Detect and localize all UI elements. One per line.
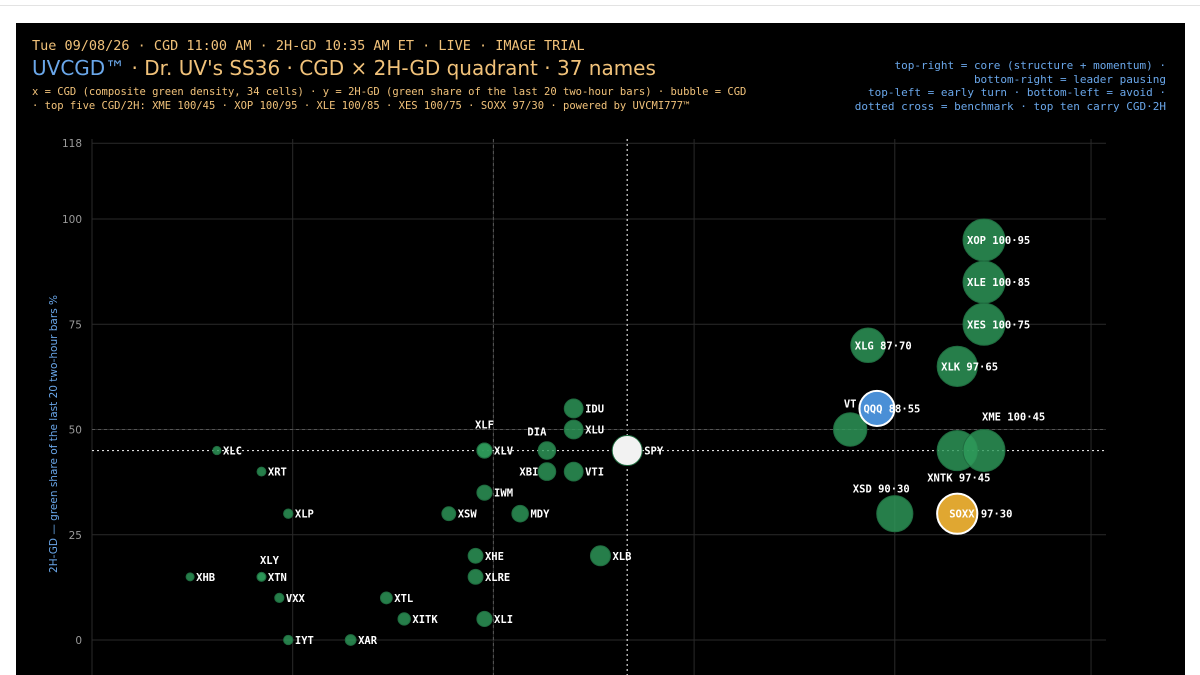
point-label: XRT: [268, 467, 287, 479]
data-point: [589, 545, 611, 567]
point-label: XME 100·45: [982, 412, 1045, 424]
data-point: [344, 634, 357, 646]
point-label: XLF: [475, 420, 494, 432]
point-label: SOXX 97·30: [949, 509, 1012, 521]
point-label: IDU: [585, 403, 604, 415]
data-point: [274, 592, 285, 603]
y-tick-label: 75: [69, 319, 82, 331]
top-divider: [0, 5, 1200, 6]
legend-line-4: dotted cross = benchmark · top ten carry…: [854, 100, 1166, 113]
data-point: [833, 412, 868, 447]
point-label: XBI: [519, 467, 538, 479]
point-label: VXX: [286, 593, 306, 605]
point-label: XLG 87·70: [855, 340, 912, 352]
brand-name: UVCGD™: [32, 56, 126, 80]
point-label: IYT: [295, 635, 314, 647]
y-axis-ticks: 0 25 50 75 100 118: [62, 138, 82, 647]
data-point: [962, 302, 1006, 346]
y-tick-label: 50: [69, 425, 82, 437]
data-point: [611, 435, 643, 467]
point-label: XLU: [585, 425, 604, 437]
data-point: [850, 327, 886, 364]
point-label: SPY: [644, 446, 664, 458]
data-point: [962, 429, 1006, 473]
point-label: XHE: [485, 551, 504, 563]
point-label: XHB: [196, 572, 215, 584]
point-label: XAR: [358, 635, 378, 647]
data-point: [283, 508, 294, 519]
point-label: XOP 100·95: [967, 235, 1030, 247]
data-point: [379, 591, 393, 605]
y-tick-label: 25: [69, 530, 82, 542]
chart-panel: Tue 09/08/26 · CGD 11:00 AM · 2H-GD 10:3…: [16, 23, 1185, 675]
y-tick-label: 100: [62, 214, 82, 226]
data-point: [256, 571, 267, 582]
data-point: [563, 461, 584, 482]
data-point: [858, 389, 896, 427]
data-point: [563, 419, 584, 440]
data-point: [537, 441, 557, 460]
scatter-chart: 0 25 50 75 100 118 XHB XLC XRT XLY XTN VXX XLP IYT XA…: [62, 138, 1106, 675]
data-point: [476, 610, 493, 628]
legend-line-1: top-right = core (structure + momentum) …: [894, 59, 1166, 72]
y-tick-label: 118: [62, 138, 82, 150]
point-label: IWM: [494, 488, 513, 500]
point-label: VTI: [585, 467, 604, 479]
data-point: [876, 495, 914, 533]
point-label: XES 100·75: [967, 319, 1030, 331]
data-point: [936, 492, 979, 535]
data-point: [256, 466, 267, 477]
point-label: XSW: [458, 509, 478, 521]
data-point: [283, 634, 294, 646]
data-point: [563, 398, 584, 419]
point-label: XLP: [295, 509, 314, 521]
point-label: XLE 100·85: [967, 277, 1030, 289]
point-label: XLB: [612, 551, 631, 563]
point-label: XSD 90·30: [853, 484, 910, 496]
point-label: QQQ 88·55: [863, 403, 920, 415]
data-point: [441, 506, 457, 522]
data-point: [397, 612, 411, 626]
data-point: [467, 547, 484, 564]
subtitle-top-five: · top five CGD/2H: XME 100/45 · XOP 100/…: [32, 100, 690, 112]
point-label: XLV: [494, 446, 514, 458]
point-label: XITK: [412, 614, 438, 626]
status-line: Tue 09/08/26 · CGD 11:00 AM · 2H-GD 10:3…: [32, 38, 585, 54]
point-label: XLRE: [485, 572, 510, 584]
data-point: [212, 445, 222, 456]
data-point: [511, 504, 529, 523]
data-point: [476, 442, 493, 459]
data-point: [185, 572, 195, 582]
legend-line-3: top-left = early turn · bottom-left = av…: [867, 86, 1166, 99]
point-label: DIA: [527, 427, 547, 439]
subtitle-axes: x = CGD (composite green density, 34 cel…: [32, 86, 747, 98]
data-point: [537, 462, 557, 481]
y-tick-label: 0: [75, 635, 82, 647]
legend-line-2: bottom-right = leader pausing: [973, 73, 1166, 86]
point-label: XLC: [223, 446, 242, 458]
title-text: · Dr. UV's SS36 · CGD × 2H-GD quadrant ·…: [125, 56, 656, 80]
data-point: [476, 484, 493, 501]
point-label: XLY: [260, 555, 280, 567]
data-point: [936, 345, 978, 387]
point-label: XNTK 97·45: [927, 473, 990, 485]
data-points: XHB XLC XRT XLY XTN VXX XLP IYT XAR XTL XITK XSW XHE…: [185, 218, 1045, 647]
point-label: XLK 97·65: [941, 361, 998, 373]
point-label: XLI: [494, 614, 513, 626]
chart-title: UVCGD™ · Dr. UV's SS36 · CGD × 2H-GD qua…: [32, 56, 656, 80]
point-label: XTL: [394, 593, 413, 605]
data-point: [467, 568, 484, 585]
point-label: VT: [844, 399, 857, 411]
point-label: XTN: [268, 572, 287, 584]
point-label: MDY: [530, 509, 550, 521]
